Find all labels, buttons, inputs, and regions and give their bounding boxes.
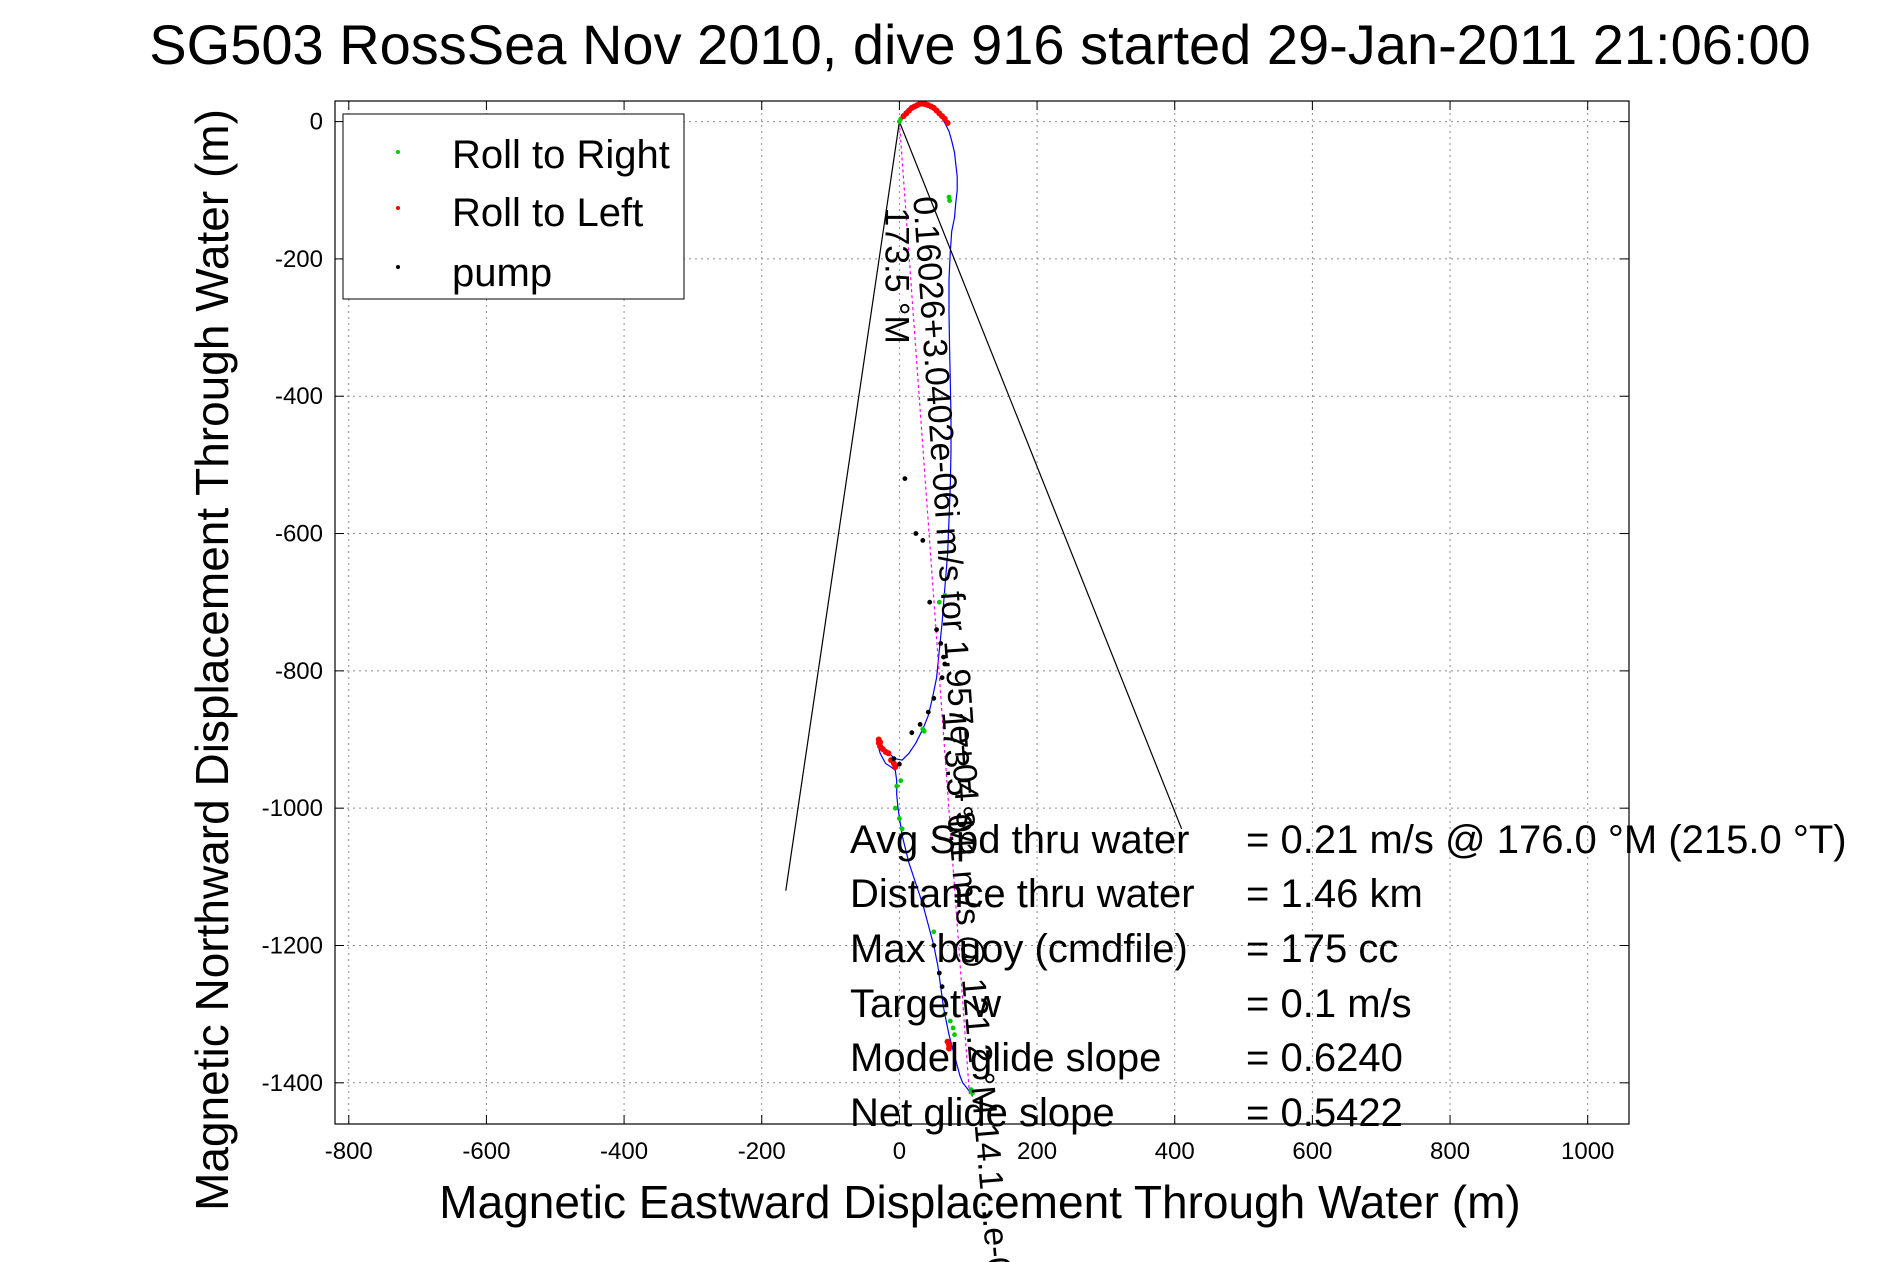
x-tick-label: 600: [1292, 1138, 1332, 1165]
plot-frame: [334, 100, 1630, 1125]
pump-point: [891, 756, 897, 762]
pump-point: [897, 761, 902, 767]
roll-right-point: [970, 1090, 975, 1096]
roll-right-point: [952, 1032, 957, 1038]
glider-track-line: [876, 103, 973, 1097]
legend-box: [342, 113, 685, 300]
roll-right-point: [936, 599, 942, 605]
roll-right-point: [931, 929, 937, 935]
x-tick-label: -200: [738, 1138, 786, 1165]
pump-point: [934, 627, 939, 633]
roll-right-point: [921, 728, 927, 734]
axis-ticks: -800 -600 -400 -200 0 200 400 600 800 1000 0 -200 -4…: [262, 101, 1629, 1165]
pump-point: [909, 730, 915, 736]
plot-series: [785, 100, 1183, 1097]
stat-value-avg-speed: = 0.21 m/s @ 176.0 °M (215.0 °T): [1246, 818, 1847, 862]
stat-label-distance: Distance thru water: [850, 872, 1195, 916]
roll-right-point: [897, 816, 902, 821]
roll-right-point: [947, 1018, 953, 1024]
roll-right-point: [947, 198, 952, 204]
roll-left-point: [944, 120, 951, 126]
y-tick-label: -600: [275, 521, 323, 548]
stat-label-max-buoy: Max buoy (cmdfile): [850, 927, 1188, 971]
stat-value-net-glide-slope: = 0.5422: [1246, 1091, 1403, 1135]
legend-marker-pump: [396, 265, 400, 269]
roll-right-point: [892, 805, 898, 811]
pump-point: [939, 984, 945, 990]
stat-value-distance: = 1.46 km: [1246, 872, 1423, 916]
chart-title: SG503 RossSea Nov 2010, dive 916 started…: [149, 13, 1810, 76]
roll-right-point: [894, 783, 900, 789]
y-axis-title: Magnetic Northward Displacement Through …: [186, 109, 238, 1211]
x-tick-label: 200: [1017, 1138, 1057, 1165]
legend-label-roll-right: Roll to Right: [452, 133, 670, 177]
pump-point: [913, 531, 919, 536]
pump-point: [927, 599, 933, 605]
stat-label-avg-speed: Avg Spd thru water: [850, 818, 1189, 862]
roll-left-point: [877, 739, 884, 746]
grid: [335, 101, 1629, 1124]
x-tick-label: 800: [1430, 1138, 1470, 1165]
pump-point: [902, 476, 908, 481]
legend-label-pump: pump: [452, 251, 552, 295]
mean-current-line: [898, 121, 971, 1097]
stat-value-model-glide-slope: = 0.6240: [1246, 1036, 1403, 1080]
roll-right-point: [942, 592, 948, 598]
pump-point: [936, 970, 942, 976]
x-tick-label: -800: [325, 1138, 373, 1165]
legend-marker-roll-left: [396, 206, 400, 210]
legend: Roll to Right Roll to Left pump: [342, 113, 685, 300]
x-axis-title: Magnetic Eastward Displacement Through W…: [439, 1176, 1520, 1228]
x-tick-label: -400: [600, 1138, 648, 1165]
x-tick-label: -600: [462, 1138, 510, 1165]
pump-point: [941, 654, 946, 660]
legend-label-roll-left: Roll to Left: [452, 191, 643, 235]
y-tick-label: -800: [275, 658, 323, 685]
stat-value-target-w: = 0.1 m/s: [1246, 982, 1412, 1026]
roll-right-point: [898, 778, 904, 784]
x-tick-label: 1000: [1561, 1138, 1614, 1165]
roll-left-point: [946, 1045, 952, 1052]
pump-point: [920, 538, 926, 543]
dive-statistics: Avg Spd thru water = 0.21 m/s @ 176.0 °M…: [850, 818, 1847, 1135]
legend-marker-roll-right: [396, 150, 400, 154]
pump-point: [917, 722, 923, 727]
pump-point: [925, 709, 931, 715]
y-tick-label: -1200: [262, 932, 323, 959]
stat-label-model-glide-slope: Model glide slope: [850, 1036, 1161, 1080]
roll-right-point: [942, 1011, 948, 1017]
y-tick-label: -1000: [262, 795, 323, 822]
track-annotation: 173.5 °M: [878, 207, 916, 343]
pump-point: [939, 675, 945, 681]
y-tick-label: -400: [275, 383, 323, 410]
y-tick-label: 0: [310, 109, 323, 136]
pump-point: [931, 695, 937, 701]
roll-right-point: [950, 1025, 956, 1031]
pump-point: [942, 661, 948, 667]
track-annotation: 173.5 °M: [934, 710, 981, 849]
x-tick-label: 400: [1155, 1138, 1195, 1165]
stat-label-target-w: Target w: [850, 982, 1001, 1026]
x-tick-label: 0: [893, 1138, 906, 1165]
roll-left-point: [892, 764, 899, 770]
y-tick-label: -1400: [262, 1070, 323, 1097]
y-tick-label: -200: [275, 246, 323, 273]
roll-right-point: [899, 826, 905, 832]
pump-point: [931, 943, 937, 948]
stat-label-net-glide-slope: Net glide slope: [850, 1091, 1115, 1135]
pump-point: [938, 641, 944, 646]
pump-point: [920, 901, 926, 907]
stat-value-max-buoy: = 175 cc: [1246, 927, 1398, 971]
